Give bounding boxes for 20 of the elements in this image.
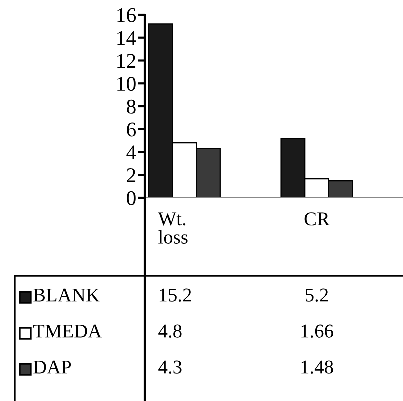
data-label: 15.2 — [160, 288, 192, 302]
data-label: 1.66 — [302, 324, 334, 338]
x-tick-label: CR — [304, 212, 330, 226]
y-tick-label: 2 — [127, 168, 136, 182]
data-label: 4.8 — [158, 324, 182, 338]
data-label: 5.2 — [306, 288, 328, 302]
data-label: 1.48 — [302, 360, 334, 374]
y-tick-label: 8 — [127, 100, 136, 114]
y-tick-label: 14 — [118, 31, 136, 46]
data-label: 4.3 — [158, 360, 182, 374]
y-tick-label: 10 — [118, 77, 136, 92]
legend-label: DAP — [34, 360, 72, 374]
y-tick-label: 0 — [127, 191, 136, 206]
y-tick-label: 16 — [118, 8, 136, 22]
legend-label: TMEDA — [33, 324, 102, 338]
y-tick-label: 4 — [126, 146, 136, 160]
y-tick-label: 12 — [118, 54, 136, 68]
y-tick-label: 6 — [127, 122, 136, 137]
legend-label: BLANK — [34, 288, 100, 302]
x-tick-label: Wt. loss — [158, 212, 188, 244]
